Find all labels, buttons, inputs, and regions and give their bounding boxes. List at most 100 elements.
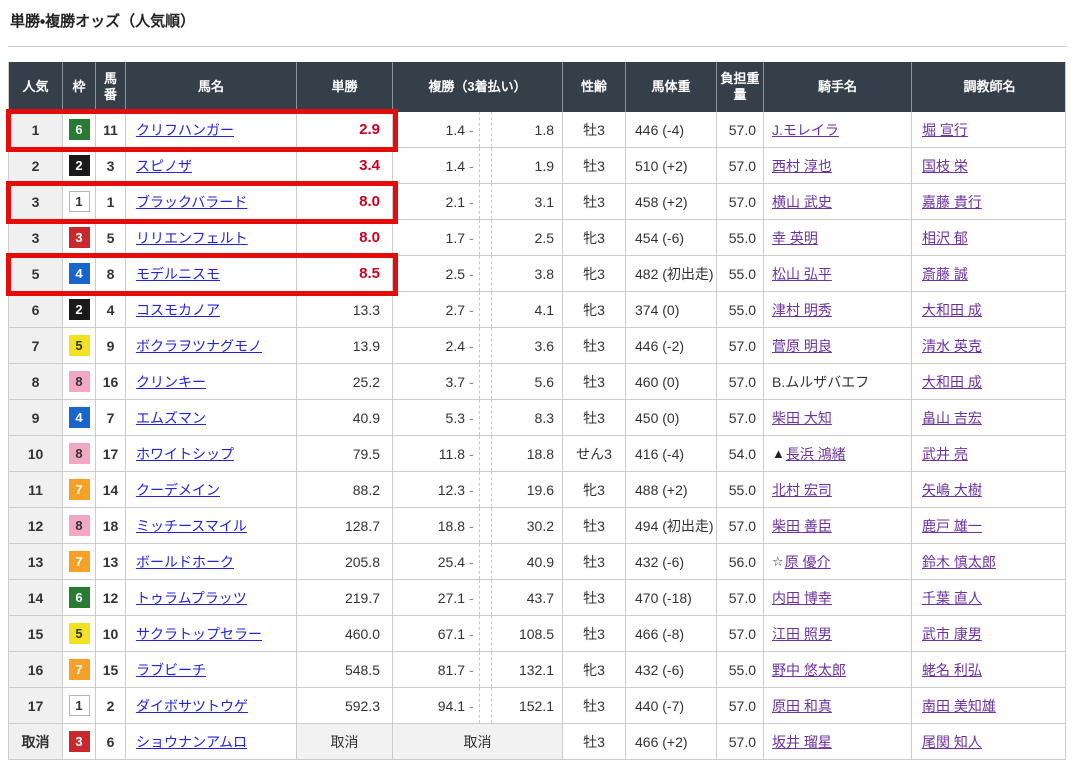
horse-name-link[interactable]: サクラトップセラー [136, 625, 262, 642]
trainer-name-link[interactable]: 斎藤 誠 [922, 265, 968, 282]
jockey-cell: 原田 和真 [764, 688, 912, 723]
horse-name-link[interactable]: クリフハンガー [136, 121, 234, 138]
carried-weight-cell: 57.0 [717, 184, 764, 219]
horse-name-link[interactable]: エムズマン [136, 409, 206, 426]
jockey-name-link[interactable]: 菅原 明良 [772, 337, 832, 354]
place-odds-separator [478, 400, 492, 435]
horse-name-link[interactable]: クーデメイン [136, 481, 220, 498]
horse-name-link[interactable]: リリエンフェルト [136, 229, 248, 246]
rank-cell: 5 [9, 256, 63, 291]
trainer-name-link[interactable]: 武市 康男 [922, 625, 982, 642]
trainer-name-link[interactable]: 清水 英克 [922, 337, 982, 354]
trainer-name-link[interactable]: 蛯名 利弘 [922, 661, 982, 678]
place-odds-cell: 1.4- 1.8 [393, 112, 563, 147]
trainer-name-link[interactable]: 国枝 栄 [922, 157, 968, 174]
horse-name-link[interactable]: ボールドホーク [136, 553, 234, 570]
place-odds-separator [478, 148, 492, 183]
table-row: 5 4 8 モデルニスモ 8.5 2.5- 3.8 牝3 482 (初出走) 55.0 松山 弘平 斎… [9, 256, 1065, 292]
jockey-name-link[interactable]: 江田 照男 [772, 625, 832, 642]
jockey-name-link[interactable]: 原田 和真 [772, 697, 832, 714]
place-odds-cell: 94.1- 152.1 [393, 688, 563, 723]
win-odds-cell: 592.3 [297, 688, 393, 723]
horse-name-link[interactable]: クリンキー [136, 373, 206, 390]
trainer-name-link[interactable]: 千葉 直人 [922, 589, 982, 606]
horse-name-link[interactable]: モデルニスモ [136, 265, 220, 282]
horse-name-link[interactable]: ラブビーチ [136, 661, 206, 678]
jockey-name-link[interactable]: 西村 淳也 [772, 157, 832, 174]
win-odds-value: 13.3 [352, 301, 380, 318]
jockey-name-link[interactable]: 幸 英明 [772, 229, 818, 246]
bracket-cell: 4 [63, 256, 96, 291]
jockey-name-link[interactable]: 北村 宏司 [772, 481, 832, 498]
bracket-badge: 1 [68, 695, 90, 716]
jockey-name-link[interactable]: J.モレイラ [772, 121, 839, 138]
sex-age-cell: 牝3 [563, 652, 626, 687]
place-odds-cell: 3.7- 5.6 [393, 364, 563, 399]
horse-name-link[interactable]: ミッチースマイル [136, 517, 247, 534]
horse-weight-cell: 488 (+2) [626, 472, 717, 507]
jockey-name-link: B.ムルザバエフ [772, 373, 870, 390]
horse-name-link[interactable]: コスモカノア [136, 301, 220, 318]
horse-name-cell: ショウナンアムロ [126, 724, 297, 759]
place-odds-separator [478, 544, 492, 579]
place-odds-cell: 18.8- 30.2 [393, 508, 563, 543]
trainer-name-link[interactable]: 南田 美知雄 [922, 697, 996, 714]
win-odds-cell: 205.8 [297, 544, 393, 579]
horse-name-link[interactable]: ホワイトシップ [136, 445, 234, 462]
trainer-cell: 武市 康男 [912, 616, 1067, 651]
horse-name-cell: エムズマン [126, 400, 297, 435]
horse-name-link[interactable]: トゥラムプラッツ [136, 589, 247, 606]
jockey-name-link[interactable]: 横山 武史 [772, 193, 832, 210]
trainer-name-link[interactable]: 矢嶋 大樹 [922, 481, 982, 498]
trainer-name-link[interactable]: 尾関 知人 [922, 733, 982, 750]
trainer-name-link[interactable]: 大和田 成 [922, 301, 982, 318]
bracket-cell: 6 [63, 112, 96, 147]
place-odds-dash: - [469, 157, 474, 174]
table-row: 12 8 18 ミッチースマイル 128.7 18.8- 30.2 牡3 494 (初出走) 57… [9, 508, 1065, 544]
trainer-name-link[interactable]: 相沢 郁 [922, 229, 968, 246]
jockey-name-link[interactable]: 柴田 善臣 [772, 517, 832, 534]
horse-name-link[interactable]: ショウナンアムロ [136, 733, 248, 750]
place-odds-separator [478, 508, 492, 543]
place-odds-low: 2.1 [445, 193, 465, 210]
carried-weight-cell: 57.0 [717, 508, 764, 543]
jockey-name-link[interactable]: 内田 博幸 [772, 589, 832, 606]
place-odds-low: 1.4 [445, 157, 465, 174]
jockey-name-link[interactable]: 柴田 大知 [772, 409, 832, 426]
jockey-name-link[interactable]: 野中 悠太郎 [772, 661, 846, 678]
horse-name-link[interactable]: ブラックバラード [136, 193, 248, 210]
horse-name-link[interactable]: スピノザ [136, 157, 192, 174]
jockey-name-link[interactable]: 長浜 鴻緒 [785, 445, 846, 462]
bracket-badge: 5 [68, 623, 90, 644]
jockey-name-link[interactable]: 原 優介 [784, 553, 831, 570]
rank-cell: 16 [9, 652, 63, 687]
trainer-name-link[interactable]: 嘉藤 貴行 [922, 193, 982, 210]
sex-age-cell: 牡3 [563, 364, 626, 399]
trainer-cell: 蛯名 利弘 [912, 652, 1067, 687]
horse-name-link[interactable]: ボクラヲツナグモノ [136, 337, 262, 354]
trainer-name-link[interactable]: 鹿戸 雄一 [922, 517, 982, 534]
trainer-name-link[interactable]: 大和田 成 [922, 373, 982, 390]
place-odds-cell: 27.1- 43.7 [393, 580, 563, 615]
bracket-cell: 5 [63, 616, 96, 651]
place-odds-dash: - [469, 589, 474, 606]
place-odds-dash: - [469, 697, 474, 714]
horse-weight-cell: 374 (0) [626, 292, 717, 327]
sex-age-cell: 牡3 [563, 688, 626, 723]
trainer-name-link[interactable]: 鈴木 慎太郎 [922, 553, 996, 570]
trainer-name-link[interactable]: 武井 亮 [922, 445, 968, 462]
jockey-name-link[interactable]: 津村 明秀 [772, 301, 832, 318]
bracket-cell: 2 [63, 148, 96, 183]
win-odds-cell: 8.5 [297, 256, 393, 291]
table-row: 7 5 9 ボクラヲツナグモノ 13.9 2.4- 3.6 牡3 446 (-2) 57.0 菅原 … [9, 328, 1065, 364]
jockey-name-link[interactable]: 坂井 瑠星 [772, 733, 832, 750]
horse-number-cell: 10 [96, 616, 126, 651]
horse-weight-cell: 454 (-6) [626, 220, 717, 255]
jockey-name-link[interactable]: 松山 弘平 [772, 265, 832, 282]
trainer-name-link[interactable]: 堀 宣行 [922, 121, 968, 138]
horse-name-link[interactable]: ダイボサツトウゲ [136, 697, 248, 714]
place-odds-low: 11.8 [438, 445, 465, 462]
win-odds-value: 8.0 [359, 193, 380, 210]
trainer-name-link[interactable]: 畠山 吉宏 [922, 409, 982, 426]
trainer-cell: 鈴木 慎太郎 [912, 544, 1067, 579]
